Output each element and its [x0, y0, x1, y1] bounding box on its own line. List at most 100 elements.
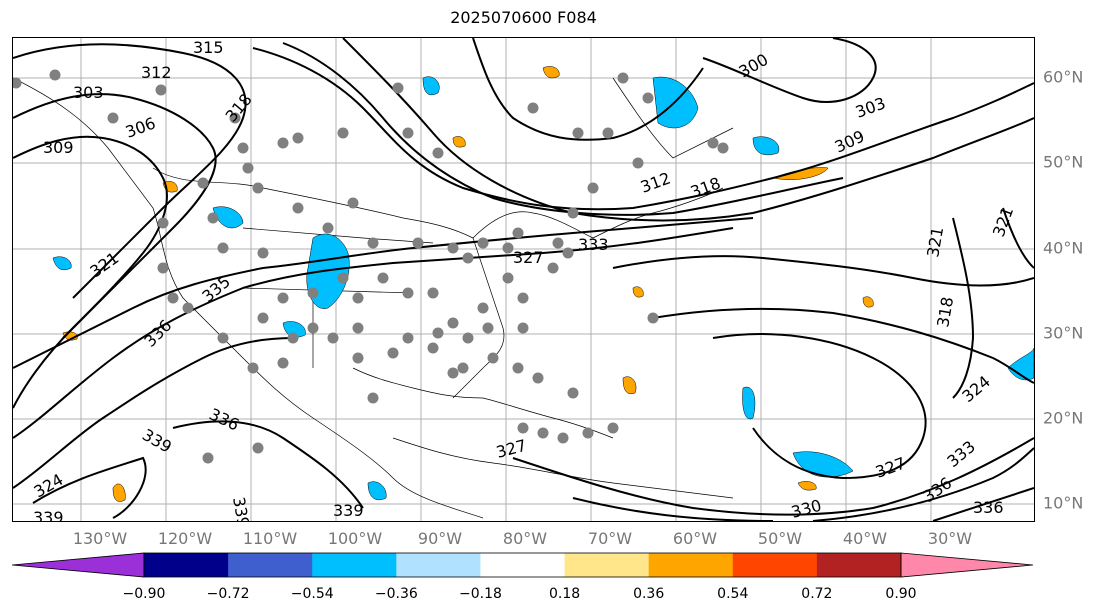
station-dot: [432, 147, 444, 159]
colorbar-segment: [816, 553, 902, 577]
contour-label: 318: [688, 173, 723, 201]
contour-label: 309: [832, 126, 868, 156]
contour-label: 339: [333, 501, 364, 520]
station-dot: [552, 237, 564, 249]
contour-label: 318: [933, 295, 957, 328]
colorbar-segment: [396, 553, 481, 577]
station-dot: [632, 157, 644, 169]
station-dot: [477, 237, 489, 249]
station-dot: [377, 272, 389, 284]
contour-label: 321: [923, 225, 947, 258]
station-dot: [532, 372, 544, 384]
station-dot: [457, 362, 469, 374]
contour-lines: [13, 38, 1034, 521]
station-dot: [717, 142, 729, 154]
longitude-label: 130°W: [72, 529, 128, 548]
latitude-label: 20°N: [1043, 408, 1084, 428]
contour-label: 315: [193, 38, 224, 57]
latitude-label: 10°N: [1043, 493, 1084, 513]
station-dot: [167, 292, 179, 304]
map-title: 2025070600 F084: [450, 8, 597, 27]
station-dot: [617, 72, 629, 84]
contour-label: 339: [139, 425, 175, 457]
station-dot: [49, 69, 61, 81]
station-dot: [647, 312, 659, 324]
station-dot: [517, 422, 529, 434]
colorbar-tick-label: −0.72: [206, 586, 250, 602]
contour-label: 324: [958, 372, 994, 406]
station-dot: [487, 352, 499, 364]
station-dot: [587, 182, 599, 194]
contour-label: 333: [943, 437, 979, 471]
contour-label: 312: [141, 63, 172, 82]
station-dot: [432, 327, 444, 339]
longitude-label: 100°W: [327, 529, 383, 548]
station-dot: [157, 262, 169, 274]
station-dot: [412, 237, 424, 249]
station-dot: [387, 347, 399, 359]
contour-label: 339: [229, 495, 253, 521]
station-dot: [462, 332, 474, 344]
station-dot: [447, 367, 459, 379]
contour-label: 330: [789, 496, 823, 521]
station-dot: [567, 387, 579, 399]
station-dot: [447, 317, 459, 329]
station-dot: [277, 292, 289, 304]
contour-label: 335: [198, 272, 234, 306]
station-dot: [512, 362, 524, 374]
station-dot: [257, 247, 269, 259]
station-dot: [277, 137, 289, 149]
colorbar-segment: [312, 553, 397, 577]
station-dot: [512, 227, 524, 239]
station-dot: [229, 112, 241, 124]
station-dot: [347, 197, 359, 209]
station-dot: [477, 302, 489, 314]
station-dot: [257, 312, 269, 324]
station-dot: [242, 162, 254, 174]
station-dot: [367, 392, 379, 404]
station-dot: [107, 112, 119, 124]
station-dot: [287, 332, 299, 344]
colorbar-segment: [480, 553, 566, 577]
colorbar: [11, 552, 1034, 578]
contour-label: 306: [123, 113, 158, 141]
contour-label: 333: [578, 235, 609, 254]
station-dot: [607, 422, 619, 434]
coastlines: [13, 77, 734, 519]
station-dot: [337, 127, 349, 139]
station-dot: [307, 287, 319, 299]
station-dot: [367, 237, 379, 249]
latitude-label: 50°N: [1043, 152, 1084, 172]
station-dot: [292, 202, 304, 214]
longitude-label: 60°W: [672, 529, 718, 548]
station-dot: [527, 102, 539, 114]
station-dot: [572, 127, 584, 139]
station-dot: [707, 137, 719, 149]
colorbar-segment: [732, 553, 818, 577]
latitude-label: 60°N: [1043, 67, 1084, 87]
station-dot: [567, 207, 579, 219]
contour-label: 336: [206, 404, 242, 434]
map-canvas: 315 312 303 306 309 318 321 335 336 336 339 324 339 3…: [13, 38, 1034, 521]
station-dot: [182, 302, 194, 314]
station-dot: [252, 442, 264, 454]
contour-label: 327: [494, 436, 528, 462]
contour-label: 327: [513, 248, 544, 267]
station-dot: [217, 332, 229, 344]
station-dot: [157, 217, 169, 229]
colorbar-segment: [648, 553, 734, 577]
longitude-label: 70°W: [587, 529, 633, 548]
colorbar-segment: [564, 553, 650, 577]
contour-label: 300: [736, 50, 772, 82]
contour-label: 327: [873, 453, 908, 481]
station-dot: [447, 242, 459, 254]
station-dot: [217, 242, 229, 254]
colorbar-tick-label: −0.54: [290, 586, 334, 602]
station-dot: [307, 322, 319, 334]
station-dot: [327, 332, 339, 344]
latitude-label: 40°N: [1043, 238, 1084, 258]
station-dot: [427, 287, 439, 299]
station-dot: [502, 272, 514, 284]
colorbar-tick-label: −0.36: [374, 586, 418, 602]
station-dot: [462, 252, 474, 264]
